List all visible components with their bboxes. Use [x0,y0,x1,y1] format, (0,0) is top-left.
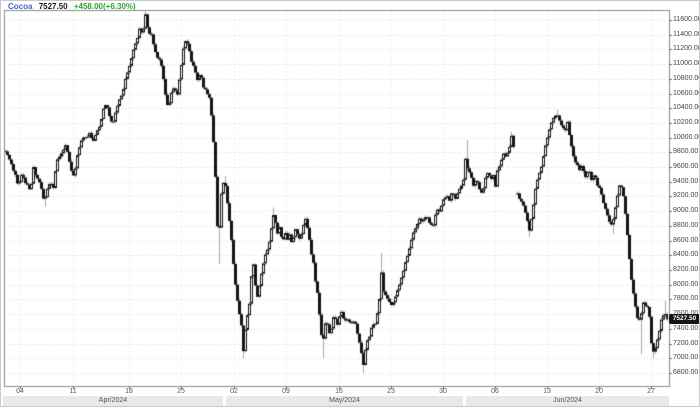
price-axis-label: 9000.00 [673,207,699,215]
price-axis-label: 7800.00 [673,295,699,303]
quote-header: Cocoa 7527.50 +458.00(+6.30%) [8,2,140,11]
time-axis-label: 11 [69,388,77,395]
time-axis-label: 09 [282,388,290,395]
time-axis-label: 30 [439,388,447,395]
price-axis-label: 7600.00 [673,310,698,318]
price-axis-label: 9600.00 [673,163,699,171]
month-band-strip: Apr/2024 May/2024 Jun/2024 [1,396,699,406]
time-axis-label: 13 [543,388,551,395]
month-band: May/2024 [226,396,463,406]
time-axis-label: 06 [491,388,499,395]
time-axis-label: 16 [335,388,343,395]
price-axis-label: 8600.00 [673,236,699,244]
month-band: Jun/2024 [466,396,669,406]
last-price: 7527.50 [38,2,68,11]
time-axis-label: 27 [647,388,655,395]
price-axis-label: 11000.00 [673,60,700,68]
price-axis-label: 7200.00 [673,339,699,347]
symbol-label: Cocoa [8,2,33,11]
price-axis-label: 9200.00 [673,192,699,200]
price-change: +458.00(+6.30%) [73,2,136,11]
price-axis-label: 11600.00 [673,16,700,23]
price-axis-label: 6800.00 [673,368,699,376]
price-axis-label: 7000.00 [673,354,699,362]
price-axis-label: 8800.00 [673,221,699,229]
price-axis-label: 8000.00 [673,280,699,288]
price-axis-label: 7400.00 [673,324,699,332]
price-axis-label: 10600.00 [673,89,700,97]
price-axis-label: 8400.00 [673,251,699,259]
month-band: Apr/2024 [3,396,223,406]
price-axis-label: 9400.00 [673,177,699,185]
price-axis-label: 9800.00 [673,148,699,156]
price-axis-label: 10000.00 [673,133,700,141]
price-axis-label: 8200.00 [673,266,699,273]
time-axis-label: 20 [595,388,603,395]
price-axis-label: 11200.00 [673,45,700,53]
time-axis-label: 18 [125,388,133,395]
time-axis-label: 04 [16,388,24,395]
price-axis-label: 10400.00 [673,104,700,112]
time-axis-label: 02 [230,388,238,395]
price-axis-label: 10800.00 [673,74,700,82]
time-axis-label: 23 [387,388,395,395]
price-axis-label: 11400.00 [673,30,700,38]
price-axis-label: 10200.00 [673,118,700,126]
last-price-badge: 7527.50 [669,314,699,325]
time-axis-label: 25 [177,388,185,395]
